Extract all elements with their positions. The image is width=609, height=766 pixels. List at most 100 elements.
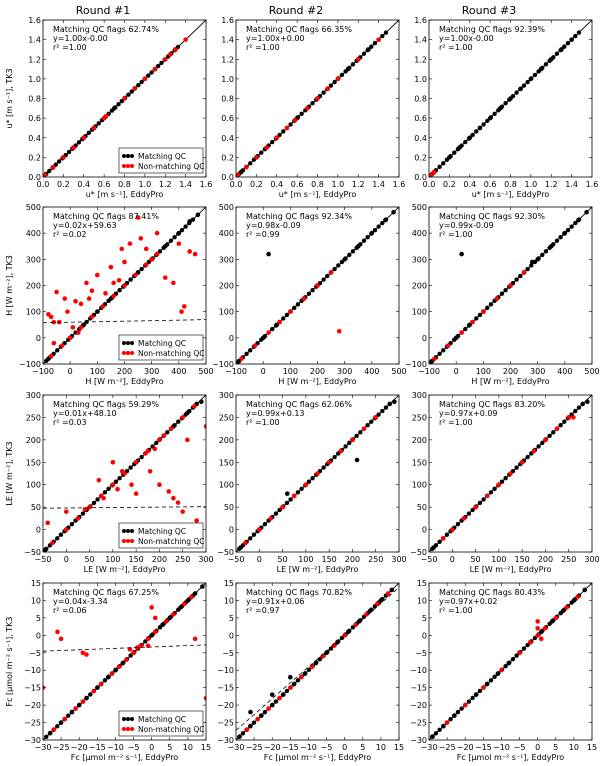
- point-matching: [303, 671, 308, 676]
- point-matching: [176, 231, 181, 236]
- y-tick-label: 0: [229, 631, 234, 640]
- x-tick-label: 0.0: [37, 180, 50, 189]
- point-matching: [474, 692, 479, 697]
- point-matching: [116, 102, 121, 107]
- column-title-round-1: Round #1: [76, 4, 131, 17]
- point-nonmatching: [103, 291, 108, 296]
- point-nonmatching: [168, 52, 173, 57]
- point-matching: [380, 408, 385, 414]
- point-matching: [69, 709, 75, 715]
- point-nonmatching: [115, 486, 120, 492]
- y-tick-label: 0: [229, 526, 234, 535]
- x-axis-label: u* [m s⁻¹], EddyPro: [279, 190, 357, 199]
- point-matching: [270, 326, 275, 332]
- point-matching: [547, 245, 552, 251]
- y-tick-label: 400: [412, 229, 427, 238]
- point-matching: [488, 490, 494, 495]
- point-nonmatching: [166, 489, 172, 494]
- point-nonmatching: [89, 288, 95, 294]
- x-tick-label: 1.4: [179, 180, 192, 189]
- point-matching: [466, 323, 472, 328]
- point-matching: [262, 333, 268, 339]
- y-tick-label: 50: [31, 503, 41, 512]
- point-matching: [288, 122, 293, 127]
- x-tick-label: 0: [454, 367, 459, 376]
- x-tick-label: 0: [342, 743, 347, 752]
- x-tick-label: 50: [84, 555, 94, 564]
- fit-line: [43, 506, 206, 509]
- y-tick-label: 0.2: [28, 153, 41, 162]
- point-matching: [547, 433, 552, 439]
- legend-marker-nonmatching: [130, 351, 134, 355]
- point-matching: [310, 101, 315, 106]
- y-tick-label: 50: [224, 503, 234, 512]
- x-tick-label: −10: [107, 743, 124, 752]
- x-tick-label: 150: [129, 555, 144, 564]
- point-nonmatching: [62, 716, 68, 722]
- point-nonmatching: [86, 296, 92, 301]
- point-nonmatching: [566, 415, 572, 420]
- point-matching: [248, 161, 253, 166]
- point-nonmatching: [162, 275, 168, 280]
- point-nonmatching: [553, 615, 559, 621]
- y-tick-label: 0.2: [221, 153, 234, 162]
- y-tick-label: −10: [24, 666, 41, 675]
- point-matching: [437, 164, 442, 169]
- point-matching: [455, 709, 461, 715]
- point-matching: [365, 423, 370, 428]
- point-matching: [292, 681, 297, 687]
- legend-marker-matching: [130, 529, 134, 533]
- point-matching: [248, 348, 253, 353]
- point-nonmatching: [124, 657, 129, 663]
- point-matching: [525, 642, 530, 648]
- point-matching: [95, 685, 100, 690]
- point-matching: [240, 731, 246, 736]
- plot-area: [236, 583, 399, 740]
- point-matching: [558, 48, 563, 53]
- point-matching: [332, 266, 337, 272]
- x-tick-label: 5: [553, 743, 558, 752]
- point-matching: [88, 692, 93, 697]
- point-nonmatching: [143, 262, 149, 267]
- y-tick-label: 100: [219, 308, 234, 317]
- point-nonmatching: [481, 309, 486, 314]
- point-nonmatching: [65, 309, 70, 314]
- point-matching: [321, 277, 326, 282]
- point-nonmatching: [350, 437, 355, 443]
- point-nonmatching: [176, 241, 182, 246]
- x-tick-label: 1.0: [332, 180, 345, 189]
- x-tick-label: 0: [535, 743, 540, 752]
- x-tick-label: −5: [128, 743, 140, 752]
- x-tick-label: 1.2: [159, 180, 172, 189]
- point-matching: [172, 423, 177, 428]
- point-nonmatching: [84, 652, 89, 657]
- x-tick-label: −20: [457, 743, 474, 752]
- point-matching: [321, 90, 326, 95]
- point-matching: [540, 65, 545, 71]
- panel-H-2: −100 0 100 200 300 400 500 −100 0 100 200 300 400 500…: [212, 203, 407, 386]
- panel-ustar-1: 0.0 0.2 0.4 0.6 0.8 1.0 1.2 1.4 1.6 0.0 0.2 0.4 0.6 0…: [5, 16, 212, 199]
- x-tick-label: −100: [225, 367, 247, 376]
- axes-frame: [428, 394, 593, 553]
- point-nonmatching: [519, 459, 525, 465]
- x-tick-label: 100: [491, 555, 506, 564]
- x-axis-label: LE [W m⁻²], EddyPro: [84, 565, 166, 574]
- y-tick-label: 100: [26, 481, 41, 490]
- point-matching: [477, 688, 483, 694]
- y-tick-label: 500: [412, 203, 427, 212]
- point-matching: [251, 720, 257, 725]
- point-nonmatching: [535, 633, 540, 638]
- legend-label-nonmatching: Non-matching QC: [138, 162, 205, 171]
- stats-line-3: r² =1.00: [439, 230, 473, 239]
- stats-line-1: Matching QC flags 92.34%: [246, 212, 352, 221]
- x-tick-label: 300: [530, 367, 545, 376]
- y-tick-label: 0.8: [28, 95, 41, 104]
- x-tick-label: 0: [450, 555, 455, 564]
- y-tick-label: −30: [217, 736, 234, 745]
- x-tick-label: −50: [421, 555, 438, 564]
- point-nonmatching: [138, 236, 144, 241]
- point-matching: [295, 490, 301, 495]
- x-tick-label: 15: [587, 743, 597, 752]
- point-matching: [126, 92, 131, 97]
- point-nonmatching: [254, 155, 259, 160]
